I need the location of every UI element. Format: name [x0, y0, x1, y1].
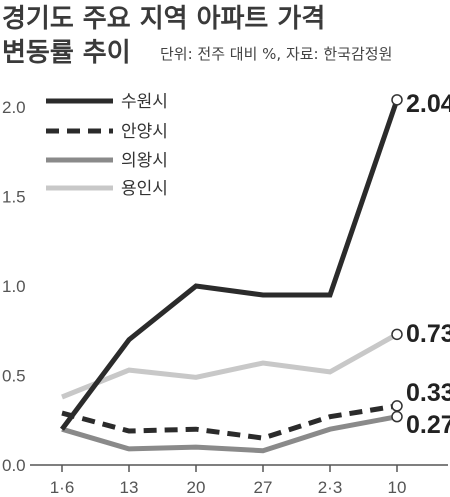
legend-label: 의왕시	[121, 151, 168, 171]
legend-label: 용인시	[121, 179, 168, 199]
x-tick-label: 1·6	[50, 478, 75, 497]
chart-title-line-2: 변동률 추이	[2, 38, 131, 68]
x-axis: 1·6 13 20 27 2·3 10	[30, 464, 448, 497]
end-markers: 2.04 0.33 0.27 0.73	[391, 90, 450, 439]
y-tick-label: 1.0	[2, 277, 26, 296]
legend-label: 수원시	[121, 92, 168, 112]
x-tick-label: 10	[388, 478, 407, 497]
chart-title-line-1: 경기도 주요 지역 아파트 가격	[2, 4, 325, 34]
series-line	[61, 403, 398, 441]
series-line	[61, 414, 398, 454]
end-marker	[391, 94, 403, 106]
end-value-label: 0.27	[406, 411, 450, 439]
series-lines	[59, 98, 400, 454]
end-marker	[391, 328, 403, 341]
y-tick-label: 0.5	[2, 367, 26, 386]
end-marker	[391, 400, 403, 412]
y-tick-label: 0.0	[2, 456, 26, 475]
y-tick-label: 2.0	[2, 98, 26, 117]
x-tick-label: 20	[187, 478, 206, 497]
x-tick-label: 13	[120, 478, 139, 497]
x-tick-label: 27	[254, 478, 273, 497]
y-axis-ticks: 0.0 0.5 1.0 1.5 2.0	[2, 98, 26, 475]
x-tick-label: 2·3	[318, 478, 343, 497]
legend-label: 안양시	[121, 122, 168, 142]
end-value-label: 0.33	[406, 379, 450, 407]
y-tick-label: 1.5	[2, 188, 26, 207]
series-line	[61, 332, 399, 400]
end-value-label: 0.73	[406, 320, 450, 348]
series-line	[59, 98, 400, 431]
unit-source-note: 단위: 전주 대비 %, 자료: 한국감정원	[160, 45, 392, 63]
end-value-label: 2.04	[406, 90, 450, 118]
end-marker	[391, 410, 403, 423]
